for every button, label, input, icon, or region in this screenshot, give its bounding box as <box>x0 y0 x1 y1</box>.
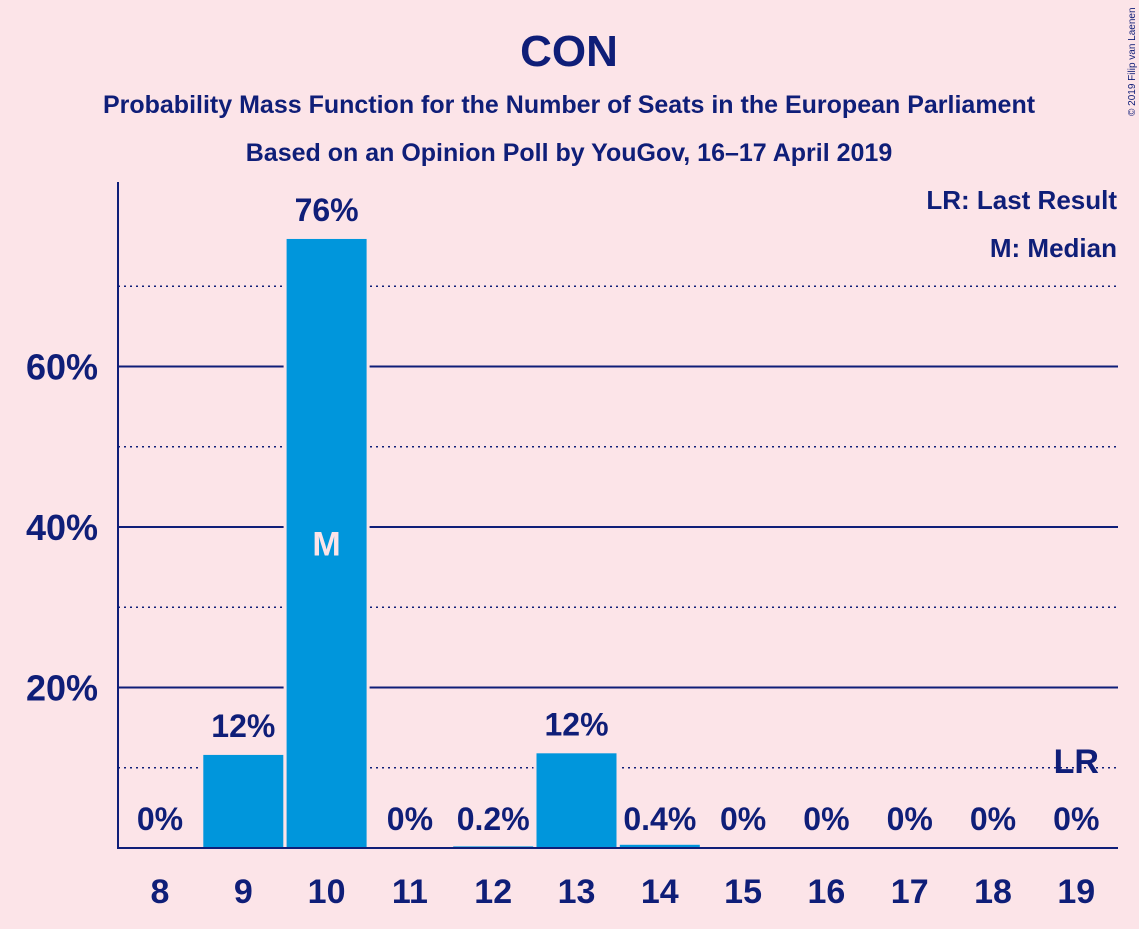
x-tick-label: 14 <box>641 873 679 911</box>
x-tick-label: 12 <box>474 873 512 911</box>
x-tick-label: 15 <box>724 873 762 911</box>
data-label: 0.2% <box>457 801 530 837</box>
y-tick-label: 20% <box>26 668 98 709</box>
data-label: 0% <box>803 801 849 837</box>
data-label: 0% <box>387 801 433 837</box>
y-tick-label: 40% <box>26 507 98 548</box>
data-label: 0% <box>720 801 766 837</box>
labels-layer: 20% 40% 60% 0% 8 12% 9 76% 10 0% 11 0.2% 12 12% 13 0.4%… <box>26 192 1099 911</box>
x-tick-label: 16 <box>807 873 845 911</box>
bar-13 <box>536 753 617 848</box>
data-label: 12% <box>544 706 608 742</box>
chart-subtitle-poll: Based on an Opinion Poll by YouGov, 16–1… <box>246 139 892 167</box>
bar-10 <box>286 238 367 848</box>
data-label: 0% <box>887 801 933 837</box>
axis-layer <box>117 182 1118 849</box>
x-tick-label: 18 <box>974 873 1012 911</box>
bars-layer <box>200 238 700 848</box>
y-tick-label: 60% <box>26 347 98 388</box>
data-label: 0% <box>1053 801 1099 837</box>
bar-14 <box>619 844 700 848</box>
credit-text: © 2019 Filip van Laenen <box>1127 7 1138 116</box>
x-tick-label: 11 <box>392 873 428 911</box>
x-tick-label: 17 <box>891 873 929 911</box>
legend-last-result: LR: Last Result <box>926 185 1117 215</box>
data-label: 12% <box>211 708 275 744</box>
x-tick-label: 9 <box>234 873 253 911</box>
x-tick-label: 10 <box>308 873 346 911</box>
x-tick-label: 19 <box>1057 873 1095 911</box>
grid-layer <box>118 285 1118 769</box>
last-result-marker: LR <box>1054 743 1099 781</box>
data-label: 0% <box>137 801 183 837</box>
median-marker: M <box>312 525 340 563</box>
chart-subtitle: Probability Mass Function for the Number… <box>103 91 1036 119</box>
data-label: 0.4% <box>623 801 696 837</box>
data-label: 0% <box>970 801 1016 837</box>
x-tick-label: 13 <box>558 873 596 911</box>
legend-median: M: Median <box>990 233 1117 263</box>
chart-title: CON <box>520 27 618 76</box>
bar-9 <box>203 754 284 848</box>
data-label: 76% <box>295 192 359 228</box>
x-tick-label: 8 <box>151 873 170 911</box>
